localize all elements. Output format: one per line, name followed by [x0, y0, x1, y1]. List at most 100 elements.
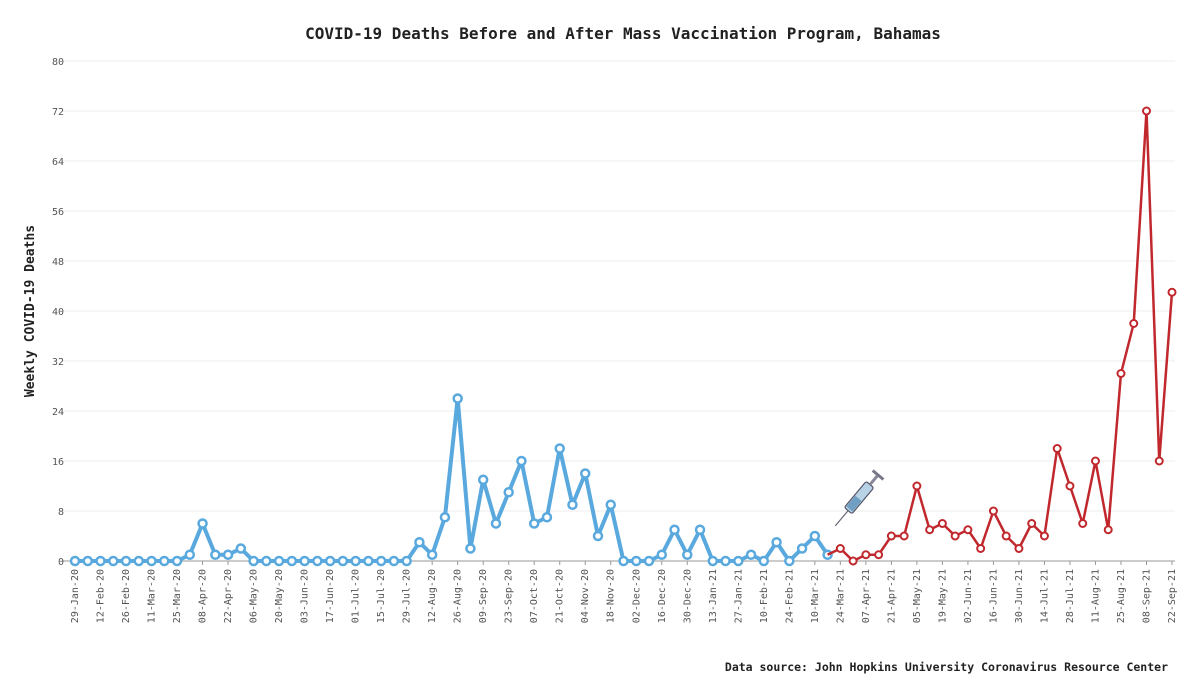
- data-point: [950, 531, 960, 541]
- data-point: [861, 550, 871, 560]
- data-point: [452, 393, 463, 404]
- x-tick-label: 05-May-21: [912, 569, 923, 623]
- x-tick-label: 21-Oct-20: [555, 569, 566, 623]
- data-point: [1141, 106, 1151, 116]
- x-tick-label: 09-Sep-20: [478, 569, 489, 623]
- gridlines: [62, 60, 1175, 562]
- data-point: [222, 549, 234, 560]
- x-tick-label: 04-Nov-20: [580, 569, 591, 623]
- data-point: [159, 555, 170, 567]
- data-point: [874, 550, 884, 560]
- data-point: [592, 530, 604, 542]
- data-point: [1052, 444, 1062, 453]
- x-tick-label: 29-Jul-20: [402, 569, 413, 623]
- data-point: [516, 455, 527, 467]
- data-point: [988, 506, 998, 516]
- syringe-icon: [834, 469, 885, 527]
- x-tick-label: 11-Mar-20: [147, 569, 158, 623]
- x-tick-label: 22-Apr-20: [223, 569, 234, 623]
- data-point: [1001, 531, 1011, 541]
- data-point: [835, 544, 845, 553]
- data-point: [976, 544, 986, 553]
- x-tick-label: 16-Dec-20: [657, 569, 668, 623]
- data-point: [439, 512, 451, 523]
- x-tick-label: 11-Aug-21: [1090, 569, 1101, 623]
- data-point: [82, 555, 94, 567]
- data-point: [350, 555, 361, 567]
- data-point: [197, 518, 208, 529]
- data-point: [669, 524, 680, 535]
- data-point: [656, 549, 668, 560]
- data-point: [465, 543, 476, 554]
- x-tick-label: 29-Jan-20: [70, 569, 81, 623]
- data-point: [1027, 519, 1037, 528]
- data-point: [733, 555, 744, 567]
- x-tick-label: 20-May-20: [274, 569, 285, 623]
- data-point: [912, 481, 922, 491]
- data-point: [643, 555, 655, 567]
- data-point: [248, 555, 259, 567]
- x-tick-label: 07-Apr-21: [861, 569, 872, 623]
- y-tick-label: 32: [52, 357, 64, 368]
- x-tick-label: 03-Jun-20: [300, 569, 311, 623]
- data-point: [503, 487, 514, 498]
- data-point: [401, 555, 412, 567]
- data-point: [235, 543, 247, 554]
- data-point: [69, 555, 81, 567]
- x-tick-label: 12-Feb-20: [96, 569, 107, 623]
- y-tick-label: 56: [52, 207, 64, 218]
- x-tick-label: 07-Oct-20: [529, 569, 540, 623]
- series-line-before: [75, 396, 830, 563]
- x-tick-label: 25-Mar-20: [172, 569, 183, 623]
- data-point: [682, 549, 693, 560]
- x-tick-label: 19-May-21: [937, 569, 948, 623]
- data-point: [528, 518, 540, 529]
- data-point: [337, 555, 349, 567]
- series-line-after: [827, 109, 1174, 563]
- data-point: [758, 555, 770, 567]
- x-tick-label: 23-Sep-20: [504, 569, 515, 623]
- x-tick-label: 25-Aug-21: [1116, 569, 1127, 623]
- x-axis-ticks: 29-Jan-20 12-Feb-20 26-Feb-20 11-Mar-20 25-M…: [70, 561, 1178, 623]
- data-point: [108, 555, 119, 567]
- y-tick-label: 40: [52, 307, 64, 318]
- data-point: [133, 555, 145, 567]
- x-tick-label: 12-Aug-20: [427, 569, 438, 623]
- data-point: [184, 549, 196, 560]
- x-tick-label: 27-Jan-21: [733, 569, 744, 623]
- x-tick-label: 24-Mar-21: [835, 569, 846, 623]
- data-point: [784, 555, 795, 567]
- x-tick-label: 08-Sep-21: [1141, 569, 1152, 623]
- data-point: [720, 555, 731, 567]
- x-tick-label: 02-Jun-21: [963, 569, 974, 623]
- y-tick-label: 64: [52, 157, 64, 168]
- data-point: [490, 518, 502, 529]
- x-tick-label: 21-Apr-21: [886, 569, 897, 623]
- x-tick-label: 08-Apr-20: [198, 569, 209, 623]
- data-point: [324, 555, 336, 567]
- x-tick-label: 30-Dec-20: [682, 569, 693, 623]
- data-point: [299, 555, 310, 567]
- data-point: [1167, 287, 1177, 297]
- y-tick-label: 48: [52, 257, 64, 268]
- data-point: [146, 555, 157, 567]
- data-point: [963, 525, 973, 535]
- data-point: [1103, 525, 1113, 535]
- y-tick-label: 8: [58, 507, 64, 518]
- data-point: [1090, 456, 1100, 466]
- data-point: [541, 512, 553, 523]
- data-point: [1065, 481, 1075, 491]
- y-axis-label: Weekly COVID-19 Deaths: [23, 225, 38, 397]
- x-tick-label: 15-Jul-20: [376, 569, 387, 623]
- x-tick-label: 22-Sep-21: [1167, 569, 1178, 623]
- x-tick-label: 30-Jun-21: [1014, 569, 1025, 623]
- x-tick-label: 10-Feb-21: [759, 569, 770, 623]
- y-axis-ticks: 0 8 16 24 32 40 48 56 64 72 80: [52, 57, 64, 568]
- data-point: [95, 555, 106, 567]
- data-point: [745, 549, 757, 560]
- data-point: [631, 555, 642, 567]
- x-tick-label: 26-Feb-20: [121, 569, 132, 623]
- data-point: [312, 555, 323, 567]
- x-tick-label: 26-Aug-20: [453, 569, 464, 623]
